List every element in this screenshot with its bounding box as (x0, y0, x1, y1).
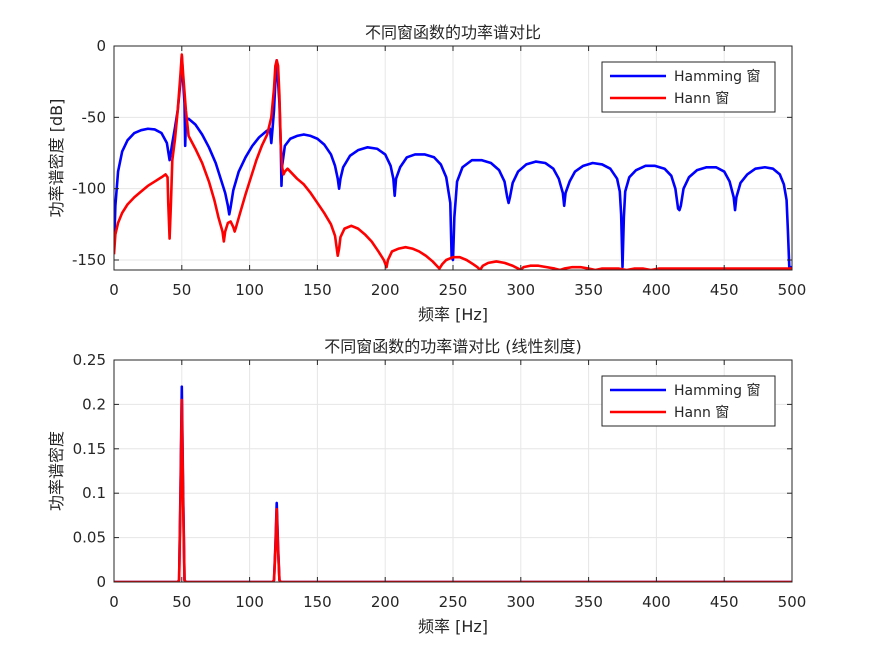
y-tick-label: 0 (96, 573, 106, 591)
x-tick-label: 200 (371, 281, 400, 299)
x-axis-label: 频率 [Hz] (418, 617, 488, 636)
y-tick-label: 0.25 (73, 351, 106, 369)
y-axis-label: 功率谱密度 [dB] (47, 99, 66, 218)
x-tick-label: 350 (574, 281, 603, 299)
legend-hamming-label: Hamming 窗 (674, 382, 760, 399)
x-tick-label: 400 (642, 593, 671, 611)
plot-linear: 0 50 100 150 200 250 300 350 400 450 500 0 0.05 0.1 0.… (47, 337, 806, 636)
x-tick-label: 500 (778, 281, 807, 299)
x-tick-label: 400 (642, 281, 671, 299)
x-tick-label: 350 (574, 593, 603, 611)
x-tick-label: 100 (235, 281, 264, 299)
x-tick-label: 450 (710, 593, 739, 611)
y-tick-label: -100 (72, 180, 106, 198)
plot-db: 0 50 100 150 200 250 300 350 400 450 500 0 -50 -100 -1… (47, 23, 806, 324)
x-tick-label: 0 (109, 593, 119, 611)
x-tick-label: 450 (710, 281, 739, 299)
x-axis-label: 频率 [Hz] (418, 305, 488, 324)
y-tick-label: 0.1 (82, 484, 106, 502)
y-tick-label: -50 (82, 108, 107, 126)
legend-hamming-label: Hamming 窗 (674, 68, 760, 85)
x-tick-label: 300 (506, 281, 535, 299)
legend-box (601, 375, 776, 427)
x-tick-label: 0 (109, 281, 119, 299)
hamming-series-line (114, 54, 792, 269)
x-tick-label: 250 (439, 281, 468, 299)
legend: Hamming 窗 Hann 窗 (601, 375, 776, 427)
x-tick-label: 100 (235, 593, 264, 611)
legend-hann-label: Hann 窗 (674, 90, 729, 107)
hann-series-line (114, 398, 792, 582)
legend-hann-label: Hann 窗 (674, 404, 729, 421)
x-tick-label: 50 (172, 593, 191, 611)
x-tick-label: 150 (303, 281, 332, 299)
x-tick-label: 200 (371, 593, 400, 611)
x-tick-label: 250 (439, 593, 468, 611)
y-tick-label: 0.15 (73, 440, 106, 458)
series-group (114, 385, 792, 582)
x-tick-label: 500 (778, 593, 807, 611)
x-tick-label: 150 (303, 593, 332, 611)
series-group (114, 53, 792, 270)
y-tick-label: 0 (96, 37, 106, 55)
legend: Hamming 窗 Hann 窗 (601, 61, 776, 113)
y-tick-label: 0.05 (73, 529, 106, 547)
x-tick-label: 300 (506, 593, 535, 611)
hann-series-line (114, 53, 792, 270)
y-tick-label: -150 (72, 251, 106, 269)
chart-title: 不同窗函数的功率谱对比 (线性刻度) (324, 337, 582, 356)
y-tick-label: 0.2 (82, 395, 106, 413)
legend-box (601, 61, 776, 113)
chart-title: 不同窗函数的功率谱对比 (365, 23, 541, 42)
x-tick-label: 50 (172, 281, 191, 299)
y-axis-label: 功率谱密度 (47, 431, 66, 511)
